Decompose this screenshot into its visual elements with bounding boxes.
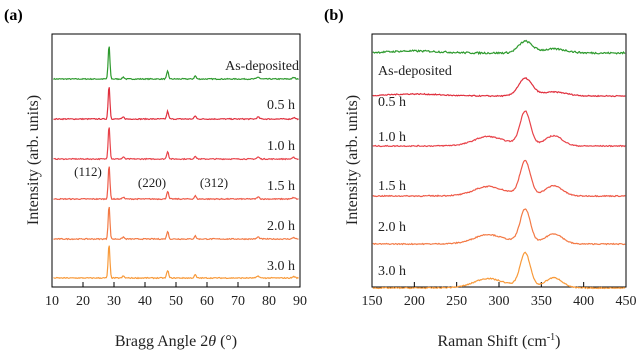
raman-trace (372, 208, 626, 246)
xrd-series-label: 3.0 h (267, 259, 295, 274)
xrd-x-axis-title-main: Bragg Angle 2 (115, 333, 208, 350)
raman-y-axis-title: Intensity (arb. units) (344, 95, 361, 225)
raman-traces (372, 39, 626, 290)
xrd-x-tick-label: 60 (200, 294, 214, 309)
xrd-trace (53, 245, 299, 280)
xrd-traces (53, 46, 299, 280)
xrd-trace (53, 206, 299, 241)
xrd-x-tick-label: 10 (45, 294, 59, 309)
raman-series-label: 1.0 h (378, 130, 406, 145)
xrd-trace (53, 87, 299, 121)
panel-label-b: (b) (324, 7, 344, 24)
xrd-x-tick-label: 80 (262, 294, 276, 309)
xrd-x-ticks: 10 20 30 40 50 60 70 80 90 (45, 282, 307, 309)
xrd-x-tick-label: 50 (169, 294, 183, 309)
xrd-x-axis-title: Bragg Angle 2θ (°) (115, 333, 237, 350)
raman-x-tick-label: 400 (573, 294, 594, 309)
raman-x-axis-title-close: ) (555, 333, 560, 350)
xrd-x-tick-label: 90 (293, 294, 307, 309)
raman-x-tick-label: 250 (446, 294, 467, 309)
xrd-x-tick-label: 20 (76, 294, 90, 309)
raman-trace (372, 110, 626, 148)
raman-series-label: 0.5 h (378, 95, 406, 110)
raman-trace (372, 159, 626, 198)
xrd-x-axis-title-unit: (°) (216, 333, 237, 350)
raman-x-tick-label: 450 (616, 294, 637, 309)
xrd-peak-label: (220) (138, 175, 166, 190)
raman-x-tick-label: 200 (404, 294, 425, 309)
xrd-x-tick-label: 30 (107, 294, 121, 309)
raman-trace (372, 77, 626, 98)
xrd-series-label: 0.5 h (267, 98, 295, 113)
raman-x-axis-title: Raman Shift (cm-1) (438, 332, 561, 350)
raman-series-label: 1.5 h (378, 179, 406, 194)
xrd-y-axis-title: Intensity (arb. units) (25, 95, 42, 225)
xrd-trace (53, 127, 299, 161)
raman-x-ticks: 150 200 250 300 350 400 450 (362, 282, 637, 309)
raman-series-labels: As-deposited 0.5 h 1.0 h 1.5 h 2.0 h 3.0 h (378, 64, 452, 279)
xrd-panel: 10 20 30 40 50 60 70 80 90 As-deposited 0.5 h 1.0 … (25, 33, 307, 350)
xrd-series-labels: As-deposited 0.5 h 1.0 h 1.5 h 2.0 h 3.0 h (225, 59, 299, 274)
raman-series-label: 3.0 h (378, 264, 406, 279)
xrd-series-label: 1.5 h (267, 179, 295, 194)
raman-x-tick-label: 350 (531, 294, 552, 309)
xrd-trace (53, 166, 299, 201)
raman-trace (372, 39, 626, 56)
xrd-x-tick-label: 70 (231, 294, 245, 309)
xrd-x-tick-label: 40 (138, 294, 152, 309)
xrd-series-label: 1.0 h (267, 139, 295, 154)
xrd-peak-label: (112) (74, 164, 102, 179)
xrd-series-label: 2.0 h (267, 219, 295, 234)
raman-x-axis-title-main: Raman Shift (cm (438, 333, 548, 350)
panel-label-a: (a) (4, 7, 23, 24)
xrd-x-axis-title-theta: θ (208, 333, 216, 350)
raman-series-label: 2.0 h (378, 220, 406, 235)
xrd-peak-labels: (112) (220) (312) (74, 164, 228, 190)
raman-x-tick-label: 150 (362, 294, 383, 309)
raman-x-axis-title-sup: -1 (547, 332, 555, 343)
xrd-trace (53, 46, 299, 81)
raman-trace (372, 251, 626, 290)
xrd-peak-label: (312) (200, 175, 228, 190)
raman-panel: 150 200 250 300 350 400 450 As-deposited 0.5 h 1… (344, 33, 637, 350)
xrd-series-label: As-deposited (225, 59, 299, 74)
raman-x-tick-label: 300 (489, 294, 510, 309)
raman-series-label: As-deposited (378, 64, 452, 79)
